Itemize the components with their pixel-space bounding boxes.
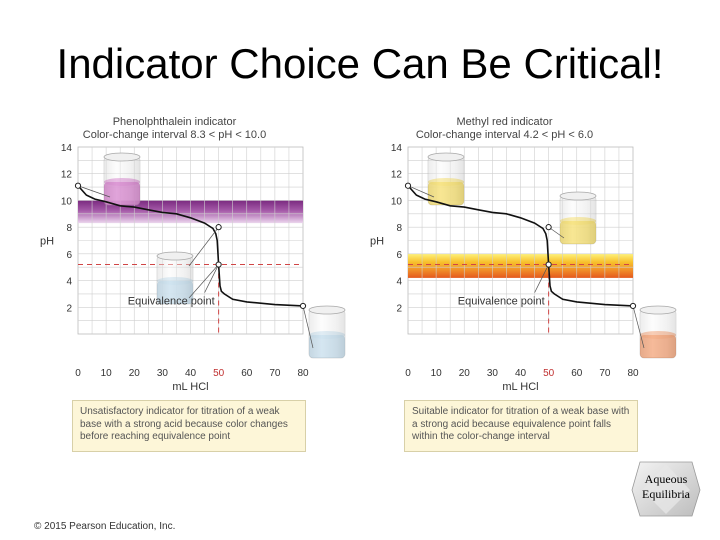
methyl-curve-point-3 [629,302,637,310]
methyl-leader-mid [548,226,565,239]
methyl-beaker-start-rim [427,152,465,162]
methyl-annotation-leader [534,264,549,293]
phenol-curve-point-1 [215,224,222,231]
methyl-x-tick-label: 60 [571,368,583,379]
methyl-chart-subtitle: Color-change interval 4.2 < pH < 6.0 [416,129,593,141]
phenol-leader-start [77,185,111,198]
copyright-footer: © 2015 Pearson Education, Inc. [34,521,176,532]
methyl-beaker-mid-rim [559,191,597,201]
methyl-y-tick-label: 10 [391,196,403,207]
phenol-y-tick-label: 6 [66,250,72,261]
methyl-chart-title: Methyl red indicator [457,116,553,128]
methyl-x-tick-label: 50 [543,368,555,379]
phenol-curve-point-0 [74,182,82,189]
phenol-x-tick-label: 60 [241,368,253,379]
methyl-leader-end [632,305,645,349]
section-badge: Aqueous Equilibria [630,472,702,502]
methyl-x-axis-label: mL HCl [502,381,538,393]
phenol-x-tick-label: 30 [157,368,169,379]
methyl-curve-point-2 [545,261,552,268]
methyl-curve-point-0 [404,182,412,189]
phenol-y-tick-label: 14 [61,143,73,154]
phenol-x-axis-label: mL HCl [172,381,208,393]
phenol-leader-eq [188,264,219,299]
phenol-x-tick-label: 80 [297,368,309,379]
badge-line-2: Equilibria [642,487,690,501]
phenol-chart-subtitle: Color-change interval 8.3 < pH < 10.0 [83,129,266,141]
phenol-y-tick-label: 4 [66,277,72,288]
phenol-beaker-end-glass [308,309,346,359]
methyl-x-tick-label: 40 [515,368,527,379]
methyl-x-tick-label: 30 [487,368,499,379]
methyl-x-tick-label: 10 [431,368,443,379]
methyl-titration-curve [407,185,634,307]
methyl-beaker-end-rim [639,305,677,315]
phenol-y-tick-label: 2 [66,303,72,314]
phenol-x-tick-label: 70 [269,368,281,379]
methyl-y-axis-label: pH [370,236,384,248]
phenol-leader-mid [188,226,219,267]
section-badge-icon [631,461,701,517]
methyl-curve-point-1 [545,224,552,231]
methyl-x-tick-label: 0 [405,368,411,379]
phenol-beaker-start-glass [103,156,141,206]
phenol-curve-point-2 [215,261,222,268]
phenol-y-axis-label: pH [40,236,54,248]
phenol-leader-end [302,305,314,349]
badge-line-1: Aqueous [644,472,688,486]
phenol-titration-curve [77,185,304,307]
phenol-y-tick-label: 10 [61,196,73,207]
methyl-annotation-label: Equivalence point [458,296,545,308]
methyl-y-tick-label: 4 [396,277,402,288]
methyl-y-tick-label: 2 [396,303,402,314]
methyl-x-tick-label: 80 [627,368,639,379]
slide-title: Indicator Choice Can Be Critical! [56,40,664,87]
phenol-y-tick-label: 8 [66,223,72,234]
chart-note-methyl-red: Suitable indicator for titration of a we… [404,400,638,452]
phenol-chart-title: Phenolphthalein indicator [113,116,237,128]
phenol-x-tick-label: 0 [75,368,81,379]
methyl-x-tick-label: 20 [459,368,471,379]
methyl-beaker-mid-glass [559,195,597,245]
phenol-annotation-leader [204,264,219,293]
phenol-y-tick-label: 12 [61,170,73,181]
phenol-x-tick-label: 20 [129,368,141,379]
methyl-y-tick-label: 8 [396,223,402,234]
phenol-beaker-end-rim [308,305,346,315]
methyl-y-tick-label: 12 [391,170,403,181]
methyl-beaker-start-glass [427,156,465,206]
phenol-x-tick-label: 40 [185,368,197,379]
methyl-x-tick-label: 70 [599,368,611,379]
phenol-x-tick-label: 10 [101,368,113,379]
phenol-annotation-label: Equivalence point [128,296,215,308]
phenol-x-tick-label: 50 [213,368,225,379]
methyl-y-tick-label: 14 [391,143,403,154]
phenol-beaker-mid-rim [156,251,194,261]
phenol-beaker-start-rim [103,152,141,162]
methyl-leader-start [407,185,435,198]
methyl-beaker-end-glass [639,309,677,359]
phenol-curve-point-3 [299,302,307,310]
methyl-y-tick-label: 6 [396,250,402,261]
chart-note-phenolphthalein: Unsatisfactory indicator for titration o… [72,400,306,452]
